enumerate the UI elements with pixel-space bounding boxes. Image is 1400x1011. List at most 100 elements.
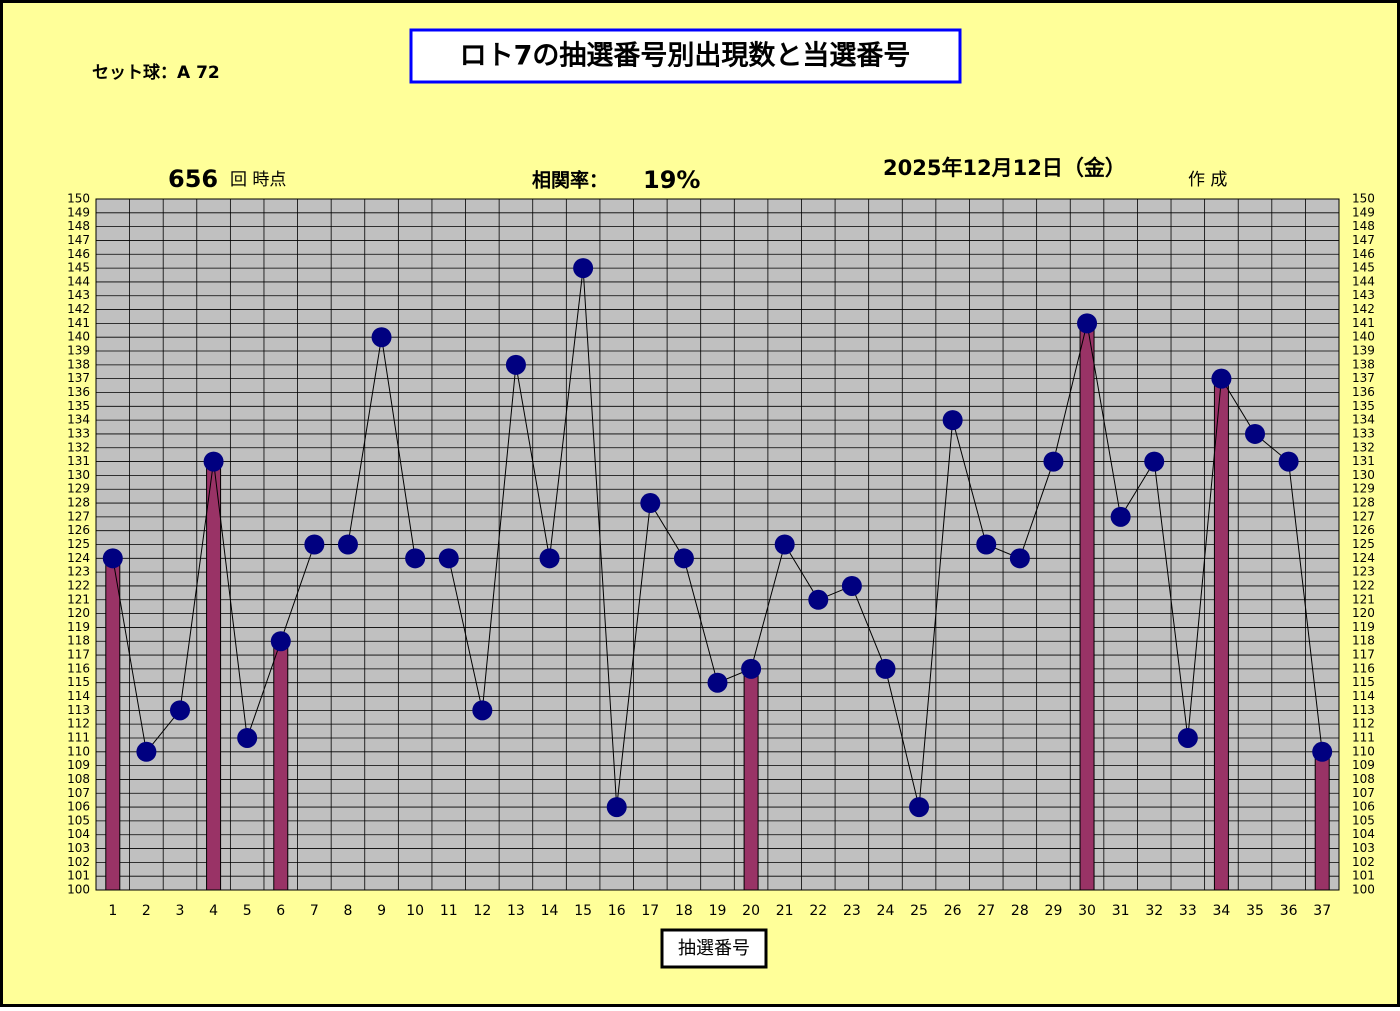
y2-tick-label: 106 [1352, 800, 1375, 814]
y2-tick-label: 127 [1352, 509, 1375, 523]
date: 2025年12月12日（金） [883, 156, 1126, 180]
y-tick-label: 131 [67, 454, 90, 468]
x-tick-label: 3 [176, 903, 185, 919]
bar [743, 668, 759, 891]
y2-tick-label: 138 [1352, 357, 1375, 371]
x-tick-label: 9 [377, 903, 386, 919]
y-tick-label: 105 [67, 813, 90, 827]
x-tick-label: 12 [473, 903, 491, 919]
x-tick-label: 31 [1112, 903, 1130, 919]
marker [102, 548, 123, 569]
y-tick-label: 150 [67, 192, 90, 206]
marker [942, 410, 963, 431]
x-axis-label: 抽選番号 [678, 938, 750, 959]
y-tick-label: 112 [67, 717, 90, 731]
x-tick-label: 6 [276, 903, 285, 919]
x-tick-label: 21 [776, 903, 794, 919]
y2-tick-label: 102 [1352, 855, 1375, 869]
y-tick-label: 116 [67, 661, 90, 675]
y-tick-label: 139 [67, 344, 90, 358]
y-tick-label: 138 [67, 357, 90, 371]
x-label-box [660, 928, 768, 969]
y2-tick-label: 143 [1352, 288, 1375, 302]
y2-tick-label: 126 [1352, 523, 1375, 537]
y2-tick-label: 117 [1352, 648, 1375, 662]
y2-tick-label: 130 [1352, 468, 1375, 482]
y-tick-label: 125 [67, 537, 90, 551]
y2-tick-label: 113 [1352, 703, 1375, 717]
y2-tick-label: 103 [1352, 841, 1375, 855]
y2-tick-label: 144 [1352, 274, 1375, 288]
y2-tick-label: 109 [1352, 758, 1375, 772]
marker [640, 493, 661, 514]
y2-tick-label: 121 [1352, 592, 1375, 606]
x-tick-label: 15 [574, 903, 592, 919]
y-tick-label: 132 [67, 440, 90, 454]
x-tick-label: 14 [541, 903, 559, 919]
y2-tick-label: 105 [1352, 813, 1375, 827]
y-tick-label: 147 [67, 233, 90, 247]
draw-count: 656 [168, 165, 218, 193]
x-tick-label: 26 [944, 903, 962, 919]
y-tick-label: 115 [67, 675, 90, 689]
x-tick-label: 37 [1313, 903, 1331, 919]
marker [438, 548, 459, 569]
y2-tick-label: 108 [1352, 772, 1375, 786]
y-tick-label: 137 [67, 371, 90, 385]
y2-tick-label: 120 [1352, 606, 1375, 620]
y-tick-label: 128 [67, 496, 90, 510]
x-tick-label: 19 [709, 903, 727, 919]
y2-tick-label: 101 [1352, 869, 1375, 883]
marker [136, 741, 157, 762]
y-tick-label: 111 [67, 730, 90, 744]
y2-tick-label: 118 [1352, 634, 1375, 648]
x-tick-label: 8 [343, 903, 352, 919]
y-tick-label: 122 [67, 578, 90, 592]
x-tick-label: 1 [108, 903, 117, 919]
y-tick-label: 135 [67, 399, 90, 413]
x-tick-label: 35 [1246, 903, 1264, 919]
y2-tick-label: 133 [1352, 426, 1375, 440]
bar [206, 461, 222, 891]
marker [1312, 741, 1333, 762]
x-tick-label: 23 [843, 903, 861, 919]
marker [1144, 451, 1165, 472]
y-tick-label: 142 [67, 302, 90, 316]
marker [1110, 506, 1131, 527]
y2-tick-label: 116 [1352, 661, 1375, 675]
y-tick-label: 124 [67, 551, 90, 565]
y-tick-label: 119 [67, 620, 90, 634]
marker [472, 700, 493, 721]
marker [1211, 368, 1232, 389]
marker [909, 797, 930, 818]
x-tick-label: 34 [1213, 903, 1231, 919]
y-tick-label: 143 [67, 288, 90, 302]
y-tick-label: 146 [67, 247, 90, 261]
marker [841, 575, 862, 596]
marker [976, 534, 997, 555]
marker [774, 534, 795, 555]
y-tick-label: 118 [67, 634, 90, 648]
chart-title: ロト7の抽選番号別出現数と当選番号 [460, 41, 911, 72]
marker [875, 658, 896, 679]
y-tick-label: 123 [67, 565, 90, 579]
y2-tick-label: 110 [1352, 744, 1375, 758]
y2-tick-label: 128 [1352, 496, 1375, 510]
marker [1177, 727, 1198, 748]
marker [405, 548, 426, 569]
y2-tick-label: 129 [1352, 482, 1375, 496]
x-tick-label: 22 [809, 903, 827, 919]
x-tick-label: 18 [675, 903, 693, 919]
y2-tick-label: 145 [1352, 261, 1375, 275]
marker [1278, 451, 1299, 472]
y2-tick-label: 132 [1352, 440, 1375, 454]
y-tick-label: 144 [67, 274, 90, 288]
marker [270, 631, 291, 652]
y-tick-label: 140 [67, 330, 90, 344]
y-tick-label: 102 [67, 855, 90, 869]
marker [169, 700, 190, 721]
x-tick-label: 13 [507, 903, 525, 919]
y2-tick-label: 135 [1352, 399, 1375, 413]
y2-tick-label: 150 [1352, 192, 1375, 206]
